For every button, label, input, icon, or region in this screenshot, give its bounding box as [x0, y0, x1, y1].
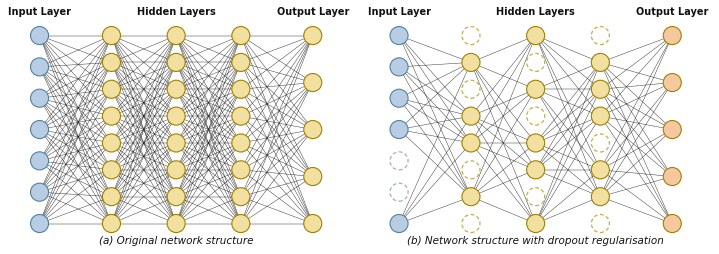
Ellipse shape	[462, 134, 480, 152]
Ellipse shape	[102, 188, 121, 206]
Ellipse shape	[232, 188, 250, 206]
Text: Input Layer: Input Layer	[8, 7, 71, 17]
Ellipse shape	[102, 214, 121, 233]
Ellipse shape	[390, 120, 408, 139]
Ellipse shape	[303, 214, 322, 233]
Ellipse shape	[591, 107, 610, 125]
Ellipse shape	[232, 53, 250, 71]
Ellipse shape	[30, 152, 49, 170]
Ellipse shape	[303, 73, 322, 92]
Ellipse shape	[167, 53, 186, 71]
Ellipse shape	[167, 214, 186, 233]
Ellipse shape	[390, 26, 408, 45]
Ellipse shape	[462, 107, 480, 125]
Ellipse shape	[462, 188, 480, 206]
Ellipse shape	[167, 161, 186, 179]
Ellipse shape	[30, 120, 49, 139]
Text: (b) Network structure with dropout regularisation: (b) Network structure with dropout regul…	[407, 236, 664, 246]
Ellipse shape	[591, 161, 610, 179]
Text: (a) Original network structure: (a) Original network structure	[99, 236, 253, 246]
Ellipse shape	[303, 26, 322, 45]
Ellipse shape	[462, 53, 480, 71]
Ellipse shape	[102, 53, 121, 71]
Ellipse shape	[102, 26, 121, 45]
Ellipse shape	[390, 214, 408, 233]
Ellipse shape	[591, 188, 610, 206]
Ellipse shape	[232, 80, 250, 98]
Ellipse shape	[30, 58, 49, 76]
Ellipse shape	[390, 58, 408, 76]
Ellipse shape	[591, 53, 610, 71]
Ellipse shape	[102, 107, 121, 125]
Ellipse shape	[526, 214, 545, 233]
Ellipse shape	[303, 167, 322, 186]
Ellipse shape	[167, 80, 186, 98]
Text: Hidden Layers: Hidden Layers	[137, 7, 216, 17]
Ellipse shape	[232, 161, 250, 179]
Ellipse shape	[663, 73, 682, 92]
Ellipse shape	[167, 188, 186, 206]
Ellipse shape	[232, 26, 250, 45]
Ellipse shape	[526, 80, 545, 98]
Text: Hidden Layers: Hidden Layers	[496, 7, 575, 17]
Ellipse shape	[663, 214, 682, 233]
Text: Output Layer: Output Layer	[636, 7, 708, 17]
Ellipse shape	[102, 161, 121, 179]
Text: Input Layer: Input Layer	[367, 7, 431, 17]
Ellipse shape	[232, 214, 250, 233]
Ellipse shape	[30, 26, 49, 45]
Ellipse shape	[591, 80, 610, 98]
Ellipse shape	[167, 134, 186, 152]
Ellipse shape	[663, 26, 682, 45]
Ellipse shape	[526, 26, 545, 45]
Ellipse shape	[663, 120, 682, 139]
Ellipse shape	[526, 161, 545, 179]
Ellipse shape	[30, 89, 49, 107]
Ellipse shape	[167, 107, 186, 125]
Ellipse shape	[30, 214, 49, 233]
Ellipse shape	[167, 26, 186, 45]
Ellipse shape	[390, 89, 408, 107]
Ellipse shape	[526, 134, 545, 152]
Ellipse shape	[102, 80, 121, 98]
Ellipse shape	[102, 134, 121, 152]
Ellipse shape	[30, 183, 49, 201]
Text: Output Layer: Output Layer	[277, 7, 349, 17]
Ellipse shape	[303, 120, 322, 139]
Ellipse shape	[232, 107, 250, 125]
Ellipse shape	[663, 167, 682, 186]
Ellipse shape	[232, 134, 250, 152]
